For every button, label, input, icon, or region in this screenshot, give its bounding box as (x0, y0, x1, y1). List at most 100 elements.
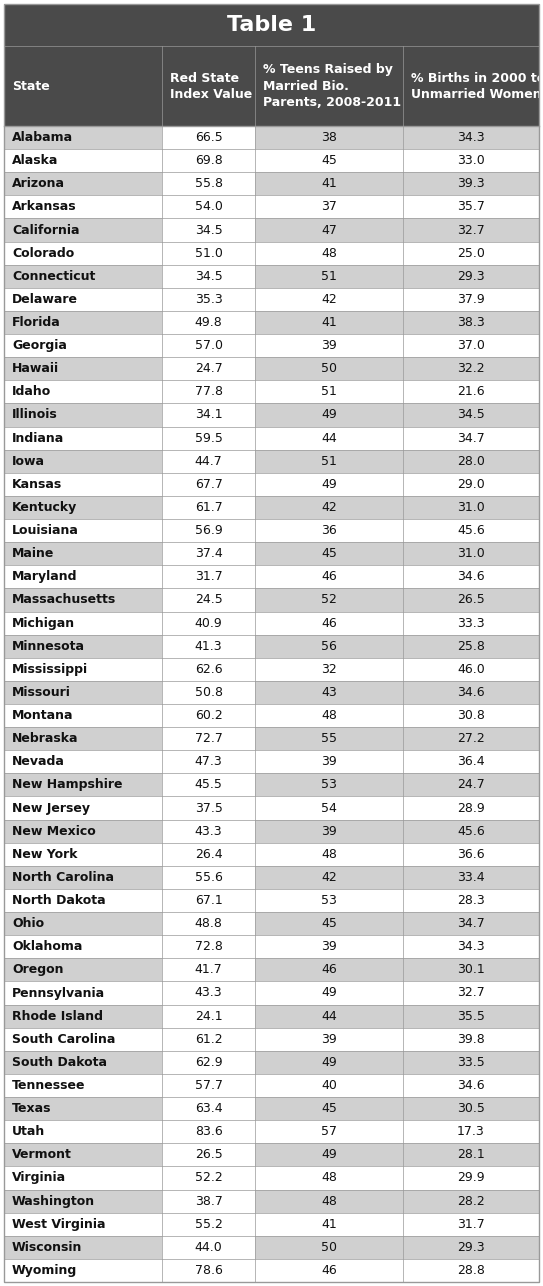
Bar (402, 358, 539, 381)
Text: 45: 45 (321, 1102, 337, 1115)
Text: 61.7: 61.7 (195, 502, 223, 514)
Bar (162, 865, 255, 889)
Bar (402, 842, 539, 865)
Bar (162, 195, 255, 219)
Text: 39: 39 (321, 824, 337, 837)
Bar (255, 750, 402, 773)
Text: 40.9: 40.9 (195, 616, 223, 630)
Text: Michigan: Michigan (12, 616, 75, 630)
Text: 45.5: 45.5 (195, 778, 223, 791)
Text: 30.8: 30.8 (457, 709, 485, 721)
Text: 36.6: 36.6 (457, 847, 484, 860)
Text: 38.7: 38.7 (195, 1195, 223, 1208)
Text: 26.5: 26.5 (195, 1148, 223, 1161)
Text: 41.7: 41.7 (195, 963, 223, 976)
Text: 34.6: 34.6 (457, 1079, 484, 1092)
Text: 24.7: 24.7 (195, 363, 223, 376)
Bar (402, 703, 539, 727)
Bar (402, 334, 539, 358)
Bar (402, 172, 539, 195)
Bar (4, 1120, 162, 1143)
Text: 35.7: 35.7 (457, 201, 485, 213)
Text: New Hampshire: New Hampshire (12, 778, 123, 791)
Text: 35.5: 35.5 (457, 1010, 485, 1022)
Text: 67.1: 67.1 (195, 894, 223, 907)
Bar (4, 703, 162, 727)
Text: 36.4: 36.4 (457, 755, 484, 768)
Text: 44.0: 44.0 (195, 1241, 223, 1254)
Bar (4, 1259, 162, 1282)
Bar (255, 1120, 402, 1143)
Text: 66.5: 66.5 (195, 131, 223, 144)
Bar (4, 450, 162, 473)
Text: Tennessee: Tennessee (12, 1079, 85, 1092)
Bar (4, 865, 162, 889)
Text: South Dakota: South Dakota (12, 1056, 107, 1069)
Text: New York: New York (12, 847, 78, 860)
Bar (255, 680, 402, 703)
Text: 45: 45 (321, 548, 337, 561)
Text: 46: 46 (321, 1264, 337, 1277)
Text: 24.7: 24.7 (457, 778, 485, 791)
Text: Kansas: Kansas (12, 478, 62, 491)
Bar (255, 358, 402, 381)
Bar (162, 126, 255, 149)
Bar (402, 796, 539, 819)
Text: Indiana: Indiana (12, 432, 64, 445)
Text: 57.0: 57.0 (194, 340, 223, 352)
Text: 45: 45 (321, 154, 337, 167)
Text: 49: 49 (321, 986, 337, 999)
Bar (402, 612, 539, 634)
Text: 41: 41 (321, 1218, 337, 1231)
Text: 29.0: 29.0 (457, 478, 485, 491)
Bar (255, 172, 402, 195)
Bar (4, 819, 162, 842)
Bar (402, 889, 539, 912)
Bar (4, 612, 162, 634)
Text: 72.8: 72.8 (195, 940, 223, 953)
Text: 37.4: 37.4 (195, 548, 223, 561)
Text: 48: 48 (321, 709, 337, 721)
Bar (255, 520, 402, 543)
Bar (4, 4, 539, 46)
Bar (4, 842, 162, 865)
Text: 46: 46 (321, 616, 337, 630)
Text: Virginia: Virginia (12, 1172, 66, 1184)
Bar (402, 1074, 539, 1097)
Text: 51: 51 (321, 270, 337, 283)
Bar (4, 634, 162, 657)
Text: 39: 39 (321, 940, 337, 953)
Text: 29.3: 29.3 (457, 270, 484, 283)
Bar (162, 1051, 255, 1074)
Bar (402, 981, 539, 1004)
Bar (402, 1236, 539, 1259)
Bar (402, 912, 539, 935)
Bar (162, 1074, 255, 1097)
Bar (402, 750, 539, 773)
Text: Rhode Island: Rhode Island (12, 1010, 103, 1022)
Text: 59.5: 59.5 (195, 432, 223, 445)
Bar (162, 265, 255, 288)
Text: 48: 48 (321, 847, 337, 860)
Bar (4, 473, 162, 496)
Bar (402, 520, 539, 543)
Bar (255, 612, 402, 634)
Bar (402, 288, 539, 311)
Text: 24.5: 24.5 (195, 593, 223, 607)
Text: Nevada: Nevada (12, 755, 65, 768)
Text: 37.9: 37.9 (457, 293, 485, 306)
Text: Arizona: Arizona (12, 177, 65, 190)
Bar (4, 680, 162, 703)
Text: Ohio: Ohio (12, 917, 44, 930)
Bar (162, 404, 255, 427)
Bar (4, 566, 162, 589)
Text: 24.1: 24.1 (195, 1010, 223, 1022)
Bar (162, 288, 255, 311)
Bar (162, 1028, 255, 1051)
Text: State: State (12, 80, 50, 93)
Text: 39.8: 39.8 (457, 1033, 485, 1046)
Bar (402, 935, 539, 958)
Text: Louisiana: Louisiana (12, 525, 79, 538)
Bar (402, 219, 539, 242)
Text: Illinois: Illinois (12, 409, 58, 422)
